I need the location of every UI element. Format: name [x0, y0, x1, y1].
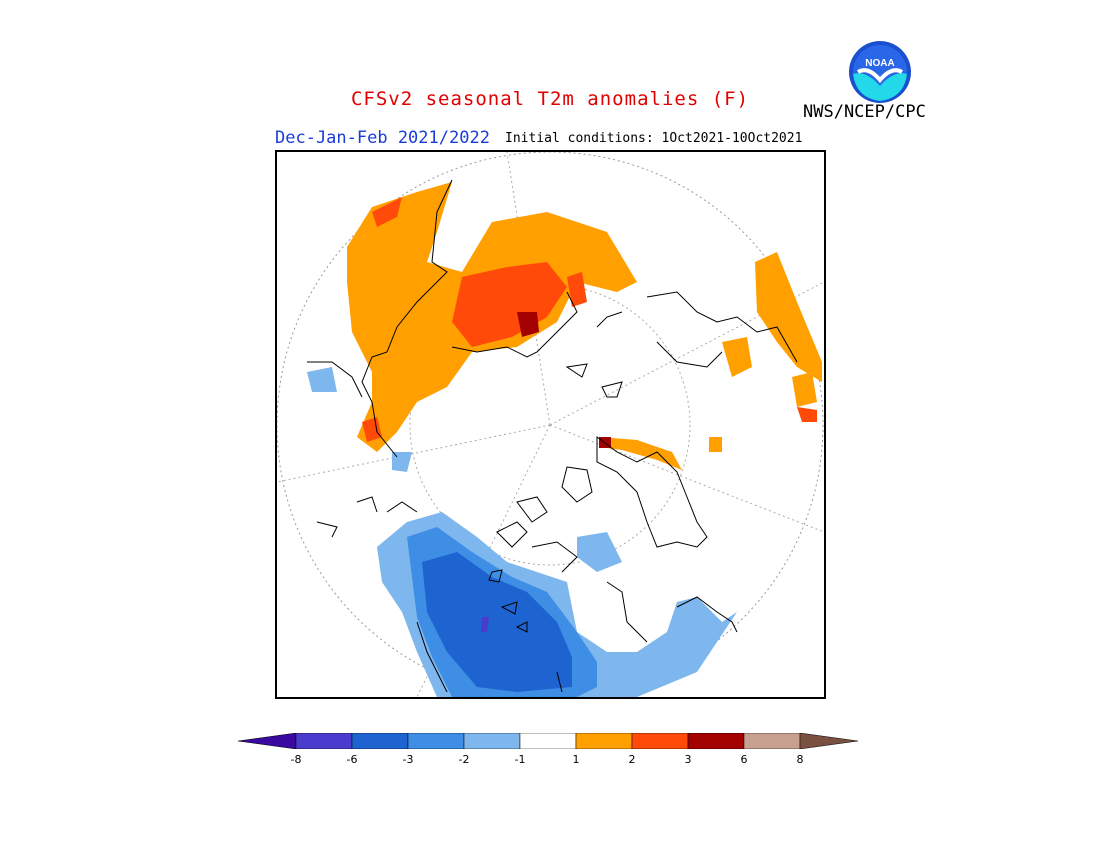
colorbar-min-arrow	[237, 732, 297, 750]
colorbar-bin	[743, 732, 801, 750]
colorbar-tick-label: 1	[572, 753, 580, 766]
colorbar-tick-label: -8	[290, 753, 302, 766]
chart-title: CFSv2 seasonal T2m anomalies (F)	[350, 88, 750, 110]
colorbar-bin	[519, 732, 577, 750]
colorbar-bin	[295, 732, 353, 750]
colorbar-tick-label: -2	[458, 753, 470, 766]
polar-map	[275, 150, 826, 699]
coastlines	[307, 179, 798, 693]
season-subtitle: Dec-Jan-Feb 2021/2022	[275, 128, 490, 148]
colorbar-max-arrow	[799, 732, 859, 750]
colorbar-bin	[687, 732, 745, 750]
warm-anomaly-arctic-coast	[599, 437, 682, 470]
colorbar-tick-label: -1	[514, 753, 526, 766]
colorbar-tick-label: 2	[628, 753, 636, 766]
colorbar-tick-label: 8	[796, 753, 804, 766]
colorbar-bin	[463, 732, 521, 750]
colorbar-bin	[631, 732, 689, 750]
colorbar-tick-label: 3	[684, 753, 692, 766]
hemisphere-boundary	[277, 152, 824, 697]
colorbar-tick-label: -3	[402, 753, 414, 766]
warm-anomaly-eurasia	[347, 182, 637, 452]
colorbar-bin	[351, 732, 409, 750]
organization-label: NWS/NCEP/CPC	[803, 102, 926, 122]
cold-anomaly-north-america	[307, 367, 737, 697]
colorbar-tick-label: -6	[346, 753, 358, 766]
colorbar	[237, 732, 862, 767]
warm-anomaly-europe	[709, 252, 822, 452]
colorbar-bin	[575, 732, 633, 750]
noaa-logo-text: NOAA	[865, 58, 894, 69]
initial-conditions-label: Initial conditions: 1Oct2021-10Oct2021	[505, 131, 803, 146]
colorbar-bin	[407, 732, 465, 750]
colorbar-tick-label: 6	[740, 753, 748, 766]
noaa-logo: NOAA	[848, 40, 912, 104]
